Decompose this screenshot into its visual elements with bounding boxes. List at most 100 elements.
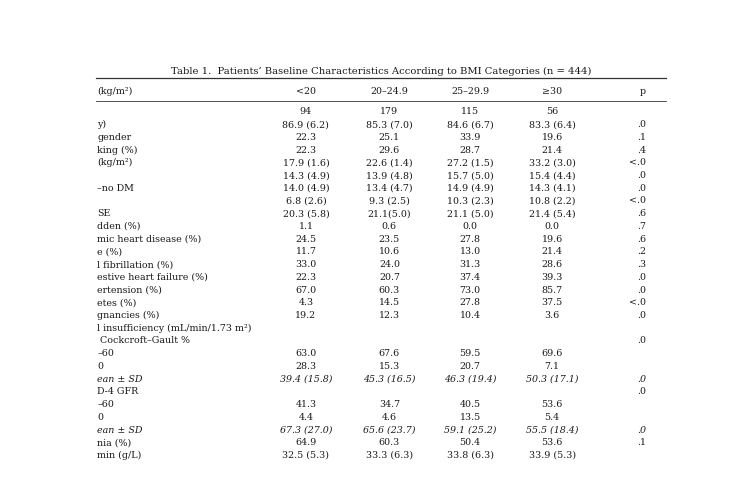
- Text: 29.6: 29.6: [379, 145, 400, 154]
- Text: 0: 0: [97, 361, 103, 370]
- Text: 4.3: 4.3: [299, 298, 314, 306]
- Text: .1: .1: [637, 133, 646, 142]
- Text: e (%): e (%): [97, 247, 123, 256]
- Text: 22.6 (1.4): 22.6 (1.4): [366, 158, 413, 167]
- Text: 20.3 (5.8): 20.3 (5.8): [282, 209, 329, 218]
- Text: 4.4: 4.4: [299, 412, 314, 421]
- Text: 9.3 (2.5): 9.3 (2.5): [369, 196, 410, 205]
- Text: 40.5: 40.5: [459, 399, 481, 408]
- Text: 10.6: 10.6: [379, 247, 400, 256]
- Text: 21.4: 21.4: [542, 145, 562, 154]
- Text: <.0: <.0: [629, 158, 646, 167]
- Text: .0: .0: [637, 183, 646, 192]
- Text: 21.4: 21.4: [542, 247, 562, 256]
- Text: 25.1: 25.1: [379, 133, 400, 142]
- Text: 28.6: 28.6: [542, 260, 562, 268]
- Text: .0: .0: [637, 310, 646, 319]
- Text: Cockcroft–Gault %: Cockcroft–Gault %: [97, 336, 190, 345]
- Text: nia (%): nia (%): [97, 437, 132, 447]
- Text: ≥30: ≥30: [542, 87, 562, 96]
- Text: mic heart disease (%): mic heart disease (%): [97, 234, 202, 243]
- Text: 27.8: 27.8: [459, 298, 481, 306]
- Text: 50.4: 50.4: [459, 437, 481, 447]
- Text: .0: .0: [637, 120, 646, 129]
- Text: gnancies (%): gnancies (%): [97, 310, 160, 320]
- Text: 19.6: 19.6: [542, 234, 562, 243]
- Text: 28.3: 28.3: [296, 361, 317, 370]
- Text: 6.8 (2.6): 6.8 (2.6): [285, 196, 326, 205]
- Text: .4: .4: [637, 145, 646, 154]
- Text: 63.0: 63.0: [295, 348, 317, 358]
- Text: 55.5 (18.4): 55.5 (18.4): [526, 425, 578, 434]
- Text: 17.9 (1.6): 17.9 (1.6): [282, 158, 329, 167]
- Text: estive heart failure (%): estive heart failure (%): [97, 272, 208, 281]
- Text: 39.3: 39.3: [542, 272, 562, 281]
- Text: 4.6: 4.6: [382, 412, 397, 421]
- Text: l insufficiency (mL/min/1.73 m²): l insufficiency (mL/min/1.73 m²): [97, 323, 252, 332]
- Text: 50.3 (17.1): 50.3 (17.1): [526, 374, 578, 383]
- Text: 59.5: 59.5: [459, 348, 481, 358]
- Text: 12.3: 12.3: [379, 310, 400, 319]
- Text: .0: .0: [637, 336, 646, 345]
- Text: .3: .3: [637, 260, 646, 268]
- Text: 3.6: 3.6: [545, 310, 559, 319]
- Text: 24.0: 24.0: [379, 260, 400, 268]
- Text: <.0: <.0: [629, 298, 646, 306]
- Text: 67.6: 67.6: [379, 348, 400, 358]
- Text: <.0: <.0: [629, 196, 646, 205]
- Text: 34.7: 34.7: [379, 399, 400, 408]
- Text: 7.1: 7.1: [545, 361, 559, 370]
- Text: ertension (%): ertension (%): [97, 285, 163, 294]
- Text: p: p: [640, 87, 646, 96]
- Text: .2: .2: [637, 247, 646, 256]
- Text: 53.6: 53.6: [542, 437, 562, 447]
- Text: 13.9 (4.8): 13.9 (4.8): [366, 171, 413, 180]
- Text: 20–24.9: 20–24.9: [371, 87, 409, 96]
- Text: gender: gender: [97, 133, 132, 142]
- Text: 22.3: 22.3: [296, 272, 317, 281]
- Text: 27.8: 27.8: [459, 234, 481, 243]
- Text: 22.3: 22.3: [296, 133, 317, 142]
- Text: 33.9 (5.3): 33.9 (5.3): [528, 450, 576, 459]
- Text: etes (%): etes (%): [97, 298, 137, 306]
- Text: –60: –60: [97, 399, 114, 408]
- Text: 83.3 (6.4): 83.3 (6.4): [529, 120, 576, 129]
- Text: D-4 GFR: D-4 GFR: [97, 386, 139, 396]
- Text: 13.4 (4.7): 13.4 (4.7): [366, 183, 413, 192]
- Text: Table 1.  Patients’ Baseline Characteristics According to BMI Categories (n = 44: Table 1. Patients’ Baseline Characterist…: [171, 67, 591, 76]
- Text: 22.3: 22.3: [296, 145, 317, 154]
- Text: .0: .0: [637, 425, 646, 434]
- Text: 24.5: 24.5: [296, 234, 317, 243]
- Text: l fibrillation (%): l fibrillation (%): [97, 260, 174, 268]
- Text: 32.5 (5.3): 32.5 (5.3): [282, 450, 329, 459]
- Text: 53.6: 53.6: [542, 399, 562, 408]
- Text: 94: 94: [300, 107, 312, 116]
- Text: 0.0: 0.0: [545, 222, 559, 230]
- Text: (kg/m²): (kg/m²): [97, 87, 133, 96]
- Text: (kg/m²): (kg/m²): [97, 158, 133, 167]
- Text: 15.4 (4.4): 15.4 (4.4): [529, 171, 575, 180]
- Text: 28.7: 28.7: [459, 145, 481, 154]
- Text: 10.3 (2.3): 10.3 (2.3): [447, 196, 493, 205]
- Text: 25–29.9: 25–29.9: [451, 87, 489, 96]
- Text: 14.3 (4.1): 14.3 (4.1): [529, 183, 575, 192]
- Text: 33.3 (6.3): 33.3 (6.3): [366, 450, 413, 459]
- Text: 19.2: 19.2: [296, 310, 317, 319]
- Text: –no DM: –no DM: [97, 183, 134, 192]
- Text: .0: .0: [637, 171, 646, 180]
- Text: 13.5: 13.5: [459, 412, 481, 421]
- Text: .7: .7: [637, 222, 646, 230]
- Text: 45.3 (16.5): 45.3 (16.5): [363, 374, 415, 383]
- Text: 33.9: 33.9: [459, 133, 481, 142]
- Text: 67.3 (27.0): 67.3 (27.0): [279, 425, 332, 434]
- Text: 33.2 (3.0): 33.2 (3.0): [529, 158, 576, 167]
- Text: 10.8 (2.2): 10.8 (2.2): [529, 196, 575, 205]
- Text: 11.7: 11.7: [296, 247, 317, 256]
- Text: .6: .6: [637, 209, 646, 218]
- Text: 60.3: 60.3: [379, 437, 400, 447]
- Text: ean ± SD: ean ± SD: [97, 425, 143, 434]
- Text: 85.3 (7.0): 85.3 (7.0): [366, 120, 413, 129]
- Text: 13.0: 13.0: [459, 247, 481, 256]
- Text: <20: <20: [296, 87, 316, 96]
- Text: 64.9: 64.9: [295, 437, 317, 447]
